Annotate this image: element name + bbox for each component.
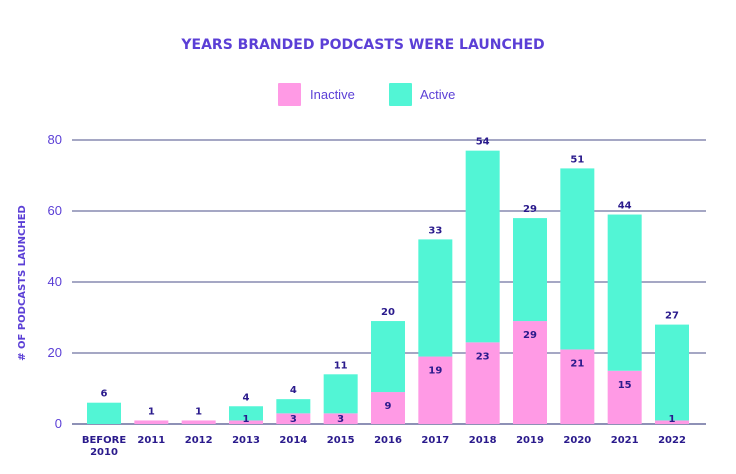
legend: Inactive Active bbox=[278, 83, 455, 106]
data-label-active: 33 bbox=[428, 225, 442, 236]
chart-title: YEARS BRANDED PODCASTS WERE LAUNCHED bbox=[180, 37, 544, 53]
data-label-active: 11 bbox=[334, 360, 348, 371]
data-label-inactive: 19 bbox=[428, 366, 442, 377]
data-label-active: 4 bbox=[290, 385, 297, 396]
bar-active-11 bbox=[607, 214, 642, 371]
y-tick-label: 0 bbox=[55, 416, 62, 431]
bar-active-4 bbox=[276, 399, 311, 414]
legend-swatch-inactive bbox=[278, 83, 301, 106]
data-label-active: 44 bbox=[618, 201, 632, 212]
x-tick-label: 2021 bbox=[611, 435, 639, 446]
data-label-inactive: 3 bbox=[290, 414, 297, 425]
x-tick-label: 2018 bbox=[469, 435, 497, 446]
bar-active-8 bbox=[465, 150, 500, 343]
data-label-active: 1 bbox=[195, 406, 202, 417]
x-tick-label: 2020 bbox=[563, 435, 591, 446]
data-label-inactive: 9 bbox=[385, 401, 392, 412]
data-label-active: 29 bbox=[523, 204, 537, 215]
bar-active-0 bbox=[87, 402, 121, 424]
bar-active-12 bbox=[655, 324, 689, 421]
bar-inactive-12 bbox=[655, 420, 689, 424]
y-tick-label: 80 bbox=[48, 132, 62, 147]
bar-inactive-7 bbox=[418, 356, 453, 424]
data-label-active: 6 bbox=[101, 389, 108, 400]
bars bbox=[87, 150, 689, 424]
data-label-inactive: 29 bbox=[523, 330, 537, 341]
bar-inactive-3 bbox=[229, 420, 263, 424]
x-tick-label: 2022 bbox=[658, 435, 686, 446]
bar-inactive-8 bbox=[465, 342, 500, 424]
data-label-inactive: 1 bbox=[243, 414, 250, 425]
bar-inactive-4 bbox=[276, 413, 311, 424]
y-axis-label: # OF PODCASTS LAUNCHED bbox=[17, 205, 28, 361]
data-label-active: 27 bbox=[665, 311, 679, 322]
bar-active-10 bbox=[560, 168, 595, 350]
data-label-inactive: 3 bbox=[337, 414, 344, 425]
legend-swatch-active bbox=[389, 83, 412, 106]
y-tick-label: 40 bbox=[48, 274, 62, 289]
bar-active-3 bbox=[229, 406, 263, 421]
bar-active-5 bbox=[323, 374, 358, 414]
x-tick-label: 2011 bbox=[137, 435, 165, 446]
bar-inactive-11 bbox=[607, 370, 642, 424]
x-tick-label: 2019 bbox=[516, 435, 544, 446]
y-axis-ticks: 0 20 40 60 80 bbox=[48, 132, 62, 431]
data-label-active: 20 bbox=[381, 307, 395, 318]
data-label-active: 54 bbox=[476, 137, 490, 148]
x-tick-label: BEFORE 2010 bbox=[82, 435, 126, 458]
data-label-inactive: 23 bbox=[476, 351, 490, 362]
x-tick-label: 2015 bbox=[327, 435, 355, 446]
data-label-inactive: 21 bbox=[570, 358, 584, 369]
bar-inactive-9 bbox=[513, 321, 547, 424]
data-label-inactive: 1 bbox=[669, 414, 676, 425]
bar-inactive-1 bbox=[134, 420, 169, 424]
data-label-inactive: 15 bbox=[618, 380, 632, 391]
bar-active-7 bbox=[418, 239, 453, 357]
data-label-active: 1 bbox=[148, 406, 155, 417]
bar-inactive-5 bbox=[323, 413, 358, 424]
data-label-active: 4 bbox=[243, 392, 250, 403]
x-tick-label: 2013 bbox=[232, 435, 260, 446]
data-label-active: 51 bbox=[570, 154, 584, 165]
legend-label-inactive: Inactive bbox=[310, 87, 355, 102]
y-tick-label: 20 bbox=[48, 345, 62, 360]
bar-inactive-6 bbox=[371, 392, 405, 424]
x-axis-ticks: BEFORE 2010 2011 2012 2013 2014 2015 2016 2017 20… bbox=[82, 435, 686, 458]
x-tick-label: 2014 bbox=[279, 435, 307, 446]
y-tick-label: 60 bbox=[48, 203, 62, 218]
x-tick-label: 2017 bbox=[421, 435, 449, 446]
x-tick-label: 2016 bbox=[374, 435, 402, 446]
bar-active-9 bbox=[513, 218, 547, 322]
bar-inactive-2 bbox=[181, 420, 216, 424]
legend-label-active: Active bbox=[420, 87, 455, 102]
bar-inactive-10 bbox=[560, 349, 595, 424]
x-tick-label: 2012 bbox=[185, 435, 213, 446]
bar-active-6 bbox=[371, 321, 405, 393]
